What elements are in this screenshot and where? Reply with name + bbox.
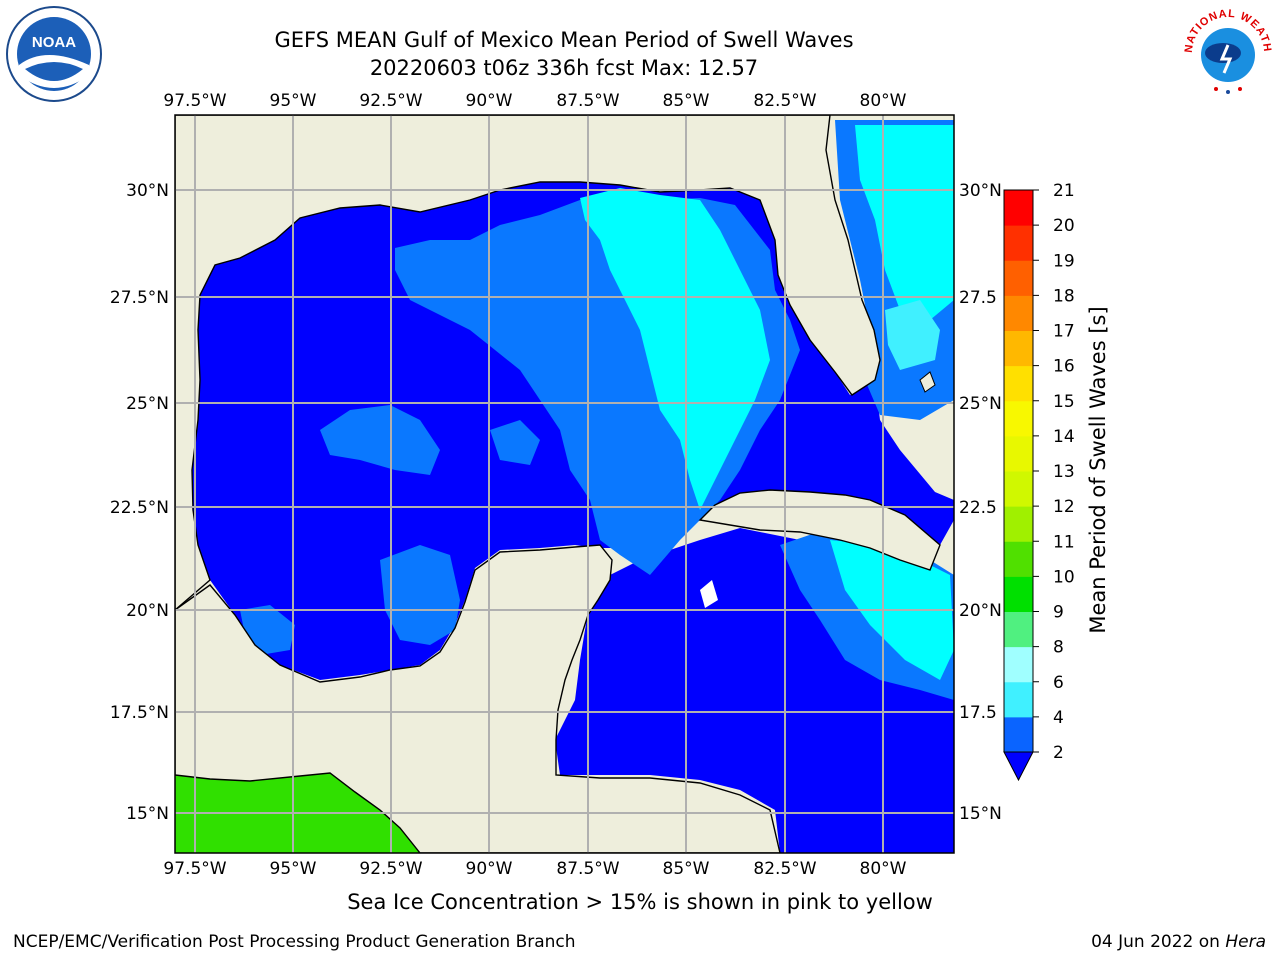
mid-blue-patch-4	[490, 420, 540, 465]
top-lon-labels: 97.5°W 95°W 92.5°W 90°W 87.5°W 85°W 82.5…	[163, 91, 906, 111]
colorbar-tick-label: 21	[1053, 181, 1075, 201]
colorbar-tick-label: 10	[1053, 567, 1075, 587]
colorbar-tick-label: 19	[1053, 251, 1075, 271]
bottom-lon-labels: 97.5°W 95°W 92.5°W 90°W 87.5°W 85°W 82.5…	[163, 859, 906, 879]
colorbar-tick-label: 12	[1053, 497, 1075, 517]
top-lon-label: 80°W	[860, 91, 907, 111]
top-lon-label: 82.5°W	[753, 91, 816, 111]
footer-credit: NCEP/EMC/Verification Post Processing Pr…	[13, 932, 576, 952]
map-subtitle: 20220603 t06z 336h fcst Max: 12.57	[369, 56, 759, 80]
colorbar-extend-arrow	[1003, 751, 1034, 782]
colorbar-segment	[1004, 646, 1033, 683]
nws-logo: NATIONAL WEATHER SERVICE	[1178, 3, 1274, 99]
right-lat-label: 27.5	[959, 288, 997, 308]
bottom-lon-label: 92.5°W	[359, 859, 422, 879]
sea-ice-note: Sea Ice Concentration > 15% is shown in …	[347, 890, 933, 914]
colorbar-segment	[1004, 576, 1033, 612]
top-lon-label: 95°W	[270, 91, 317, 111]
colorbar-segment	[1004, 471, 1033, 507]
left-lat-label: 30°N	[126, 181, 169, 201]
bottom-lon-label: 95°W	[270, 859, 317, 879]
colorbar-tick-label: 17	[1053, 322, 1075, 342]
cyan-atlantic	[855, 125, 954, 320]
top-lon-label: 97.5°W	[163, 91, 226, 111]
bottom-lon-label: 97.5°W	[163, 859, 226, 879]
left-lat-label: 15°N	[126, 804, 169, 824]
footer-host: Hera	[1225, 932, 1266, 952]
bottom-lon-label: 87.5°W	[556, 859, 619, 879]
colorbar-segment	[1004, 400, 1033, 437]
colorbar-segment	[1004, 190, 1033, 226]
mid-blue-patch-1	[320, 405, 440, 475]
colorbar-tick-label: 9	[1053, 603, 1064, 623]
right-lat-label: 17.5	[959, 703, 997, 723]
footer-date: 04 Jun 2022 on Hera	[1091, 932, 1266, 952]
left-lat-labels: 30°N 27.5°N 25°N 22.5°N 20°N 17.5°N 15°N	[110, 181, 169, 824]
colorbar-tick-label: 4	[1053, 708, 1064, 728]
map-frame	[174, 114, 955, 854]
colorbar-segment	[1004, 541, 1033, 577]
top-lon-label: 92.5°W	[359, 91, 422, 111]
bottom-lon-label: 82.5°W	[753, 859, 816, 879]
map-title: GEFS MEAN Gulf of Mexico Mean Period of …	[274, 28, 854, 52]
bottom-lon-label: 85°W	[663, 859, 710, 879]
left-lat-label: 27.5°N	[110, 288, 169, 308]
light-cyan-atlantic	[885, 300, 940, 370]
footer-date-text: 04 Jun 2022 on	[1091, 932, 1220, 952]
cyan-core-gulf	[580, 188, 770, 510]
colorbar-tick-label: 18	[1053, 286, 1075, 306]
colorbar-segment	[1004, 716, 1033, 753]
land-bahamas	[919, 371, 936, 393]
colorbar-segment	[1004, 225, 1033, 261]
top-lon-label: 87.5°W	[556, 91, 619, 111]
land-us	[175, 115, 881, 611]
colorbar-tick-label: 13	[1053, 462, 1075, 482]
map-field	[175, 115, 954, 853]
colorbar-segment	[1004, 611, 1033, 648]
noaa-logo: NOAA	[6, 6, 102, 102]
colorbar-tick-label: 15	[1053, 392, 1075, 412]
graticule	[175, 115, 954, 853]
colorbar-segment	[1004, 330, 1033, 367]
land-yucatan-island	[700, 580, 718, 608]
bottom-lon-label: 80°W	[860, 859, 907, 879]
right-lat-label: 20°N	[959, 601, 1002, 621]
colorbar-label: Mean Period of Swell Waves [s]	[1086, 306, 1110, 633]
noaa-logo-text: NOAA	[32, 34, 76, 51]
top-lon-label: 90°W	[466, 91, 513, 111]
colorbar-tick-label: 14	[1053, 427, 1075, 447]
colorbar-segment	[1004, 435, 1033, 472]
colorbar-tick-label: 8	[1053, 638, 1064, 658]
right-lat-label: 22.5	[959, 498, 997, 518]
right-lat-label: 30°N	[959, 181, 1002, 201]
colorbar-tick-label: 2	[1053, 743, 1064, 763]
mid-blue-patch-2	[380, 545, 460, 645]
top-lon-label: 85°W	[663, 91, 710, 111]
left-lat-label: 25°N	[126, 394, 169, 414]
colorbar-segment	[1004, 260, 1033, 296]
right-lat-labels: 30°N 27.5 25°N 22.5 20°N 17.5 15°N	[959, 181, 1002, 824]
colorbar-tick-label: 20	[1053, 216, 1075, 236]
right-lat-label: 25°N	[959, 394, 1002, 414]
left-lat-label: 17.5°N	[110, 703, 169, 723]
colorbar-tick-label: 6	[1053, 673, 1064, 693]
colorbar-segment	[1004, 365, 1033, 402]
left-lat-label: 20°N	[126, 601, 169, 621]
colorbar-segment	[1004, 681, 1033, 718]
land-cuba	[698, 489, 941, 571]
colorbar-tick-label: 16	[1053, 357, 1075, 377]
colorbar: 2 4 6 8 9 10 11 12 13 14 15 16 17 18 19 20 21	[1003, 181, 1075, 782]
left-lat-label: 22.5°N	[110, 498, 169, 518]
bottom-lon-label: 90°W	[466, 859, 513, 879]
colorbar-segment	[1004, 506, 1033, 542]
right-lat-label: 15°N	[959, 804, 1002, 824]
colorbar-segment	[1004, 295, 1033, 331]
colorbar-tick-label: 11	[1053, 532, 1075, 552]
